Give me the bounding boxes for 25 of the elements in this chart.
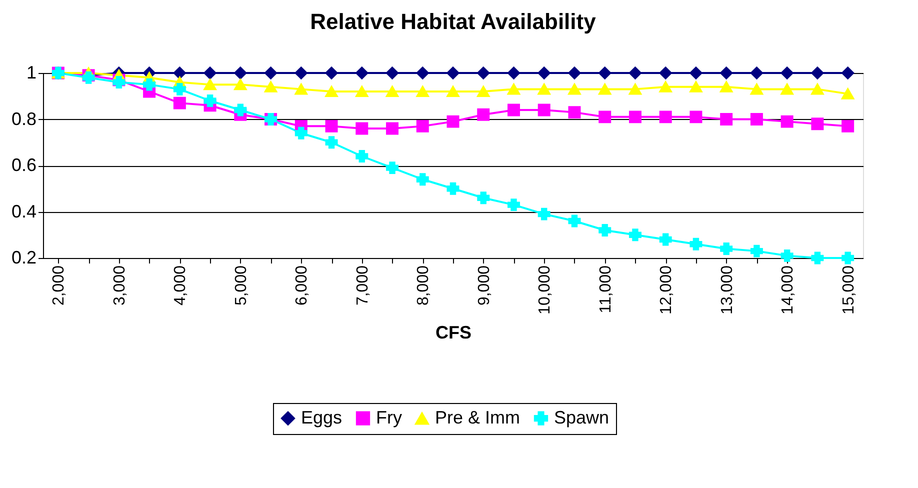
legend-label: Pre & Imm bbox=[435, 408, 520, 428]
x-tick-label: 12,000 bbox=[658, 265, 676, 314]
legend-label: Fry bbox=[376, 407, 402, 428]
x-tick-label: 8,000 bbox=[415, 265, 432, 306]
y-tick-label: 0.8 bbox=[11, 108, 36, 129]
legend-label: Eggs bbox=[301, 407, 342, 428]
y-tick-label: 0.6 bbox=[11, 155, 36, 175]
x-tick-label: 9,000 bbox=[476, 265, 493, 306]
x-tick-label: 5,000 bbox=[232, 265, 250, 306]
y-tick-label: 0.2 bbox=[11, 248, 36, 268]
x-tick-label: 14,000 bbox=[780, 265, 797, 314]
x-axis-title: CFS bbox=[436, 322, 472, 342]
x-tick-label: 10,000 bbox=[536, 265, 554, 314]
legend-label: Spawn bbox=[554, 407, 610, 428]
x-tick-label: 2,000 bbox=[50, 265, 68, 306]
chart-title: Relative Habitat Availability bbox=[310, 8, 597, 34]
x-tick-label: 3,000 bbox=[111, 265, 128, 306]
x-tick-label: 15,000 bbox=[840, 265, 858, 314]
y-tick-label: 0.4 bbox=[11, 201, 36, 222]
x-tick-label: 4,000 bbox=[172, 265, 190, 306]
x-tick-label: 6,000 bbox=[294, 265, 311, 306]
x-tick-label: 11,000 bbox=[597, 265, 614, 314]
x-tick-label: 13,000 bbox=[718, 265, 736, 314]
y-tick-label: 1 bbox=[26, 62, 36, 82]
x-tick-label: 7,000 bbox=[354, 265, 372, 306]
